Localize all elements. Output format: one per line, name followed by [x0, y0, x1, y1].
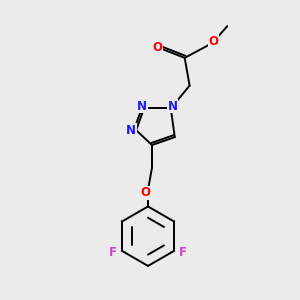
- Text: F: F: [110, 245, 117, 259]
- Text: O: O: [140, 186, 150, 199]
- Text: N: N: [137, 100, 147, 113]
- Text: O: O: [152, 41, 162, 55]
- Text: N: N: [168, 100, 178, 113]
- Text: O: O: [208, 34, 218, 47]
- Text: N: N: [126, 124, 136, 137]
- Text: F: F: [179, 245, 187, 259]
